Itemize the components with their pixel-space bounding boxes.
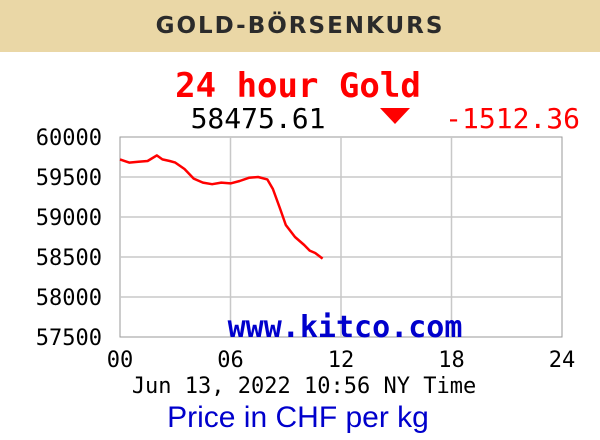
x-axis-ticks: 00 06 12 18 24 (107, 348, 576, 373)
x-tick-label: 12 (328, 348, 355, 373)
header-banner: GOLD-BÖRSENKURS (0, 0, 600, 52)
timestamp: Jun 13, 2022 10:56 NY Time (132, 374, 476, 399)
current-price: 58475.61 (191, 102, 326, 135)
y-tick-label: 57500 (36, 326, 102, 351)
y-tick-label: 59000 (36, 206, 102, 231)
down-arrow-icon (380, 108, 410, 124)
x-tick-label: 06 (217, 348, 244, 373)
y-tick-label: 58500 (36, 246, 102, 271)
y-axis-ticks: 60000 59500 59000 58500 58000 57500 (36, 126, 102, 351)
watermark: www.kitco.com (228, 310, 463, 345)
series-line-gold (119, 154, 324, 260)
grid-lines (120, 137, 562, 337)
x-tick-label: 00 (107, 348, 134, 373)
gold-price-chart: 24 hour Gold 58475.61 -1512.36 60000 5950… (36, 66, 580, 434)
y-tick-label: 59500 (36, 166, 102, 191)
chart-title: 24 hour Gold (175, 66, 421, 106)
x-tick-label: 24 (549, 348, 576, 373)
unit-label: Price in CHF per kg (167, 401, 429, 434)
y-tick-label: 60000 (36, 126, 102, 151)
banner-title: GOLD-BÖRSENKURS (155, 13, 445, 39)
y-tick-label: 58000 (36, 286, 102, 311)
plot-area (119, 136, 563, 338)
x-tick-label: 18 (438, 348, 465, 373)
price-change: -1512.36 (445, 102, 580, 135)
